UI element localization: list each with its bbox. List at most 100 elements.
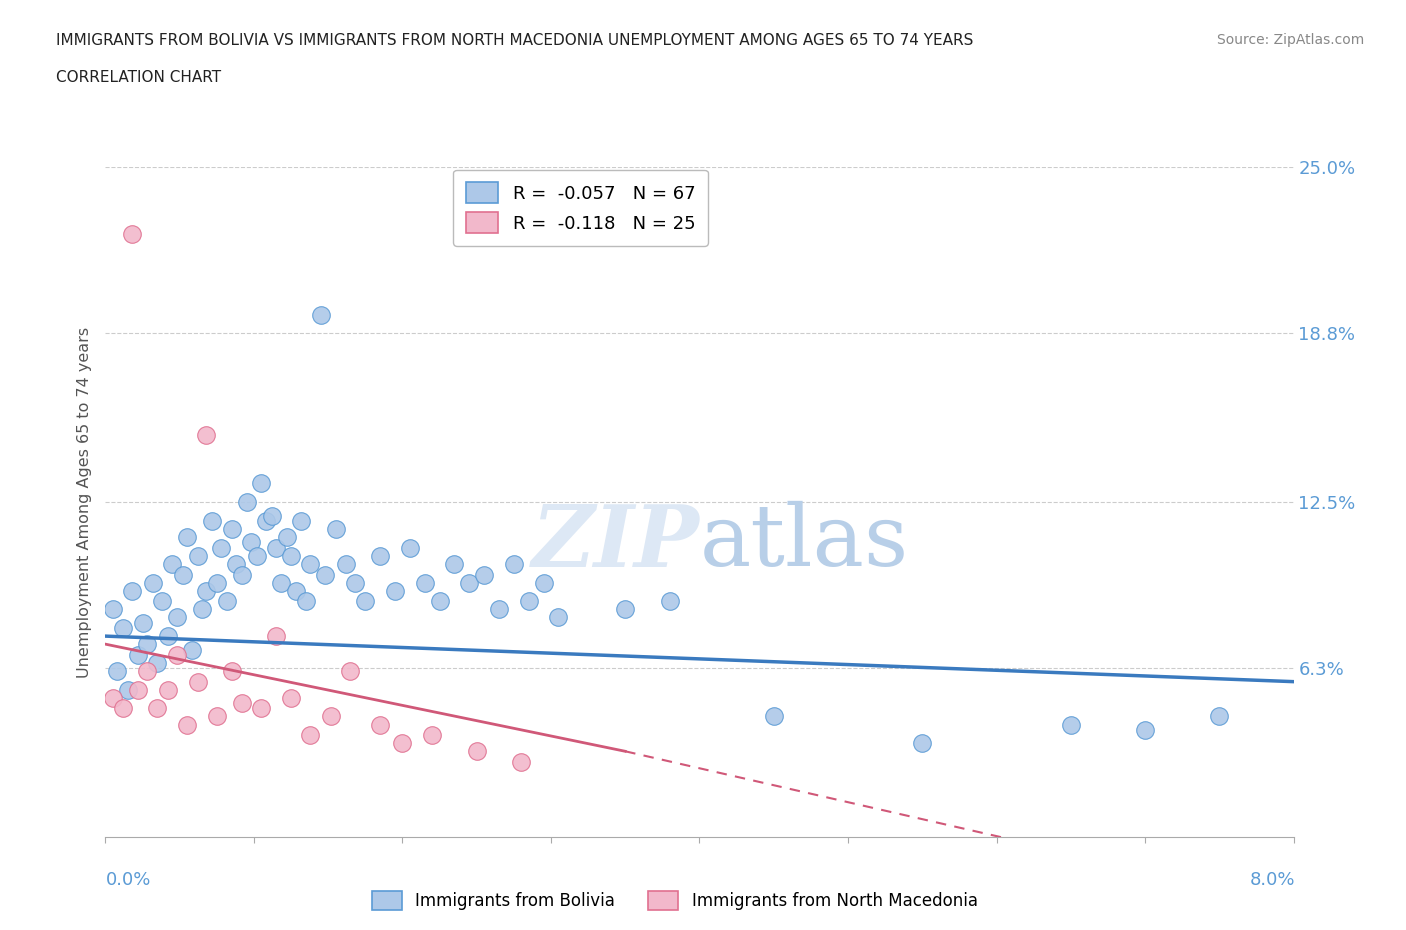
Point	[150, 594, 173, 609]
Point	[166, 647, 188, 662]
Point	[127, 683, 149, 698]
Point	[354, 594, 377, 609]
Point	[166, 610, 188, 625]
Point	[458, 575, 481, 590]
Y-axis label: Unemployment Among Ages 65 to 74 years: Unemployment Among Ages 65 to 74 years	[77, 326, 93, 678]
Point	[176, 717, 198, 732]
Point	[465, 744, 488, 759]
Point	[146, 701, 169, 716]
Point	[191, 602, 214, 617]
Point	[547, 610, 569, 625]
Point	[325, 522, 347, 537]
Point	[413, 575, 436, 590]
Point	[250, 476, 273, 491]
Point	[117, 683, 139, 698]
Point	[276, 529, 298, 544]
Point	[314, 567, 336, 582]
Point	[517, 594, 540, 609]
Point	[284, 583, 307, 598]
Point	[221, 522, 243, 537]
Point	[429, 594, 451, 609]
Point	[472, 567, 495, 582]
Point	[299, 728, 322, 743]
Text: atlas: atlas	[700, 500, 908, 584]
Point	[339, 663, 361, 678]
Legend: R =  -0.057   N = 67, R =  -0.118   N = 25: R = -0.057 N = 67, R = -0.118 N = 25	[453, 170, 709, 246]
Point	[162, 556, 184, 571]
Point	[384, 583, 406, 598]
Point	[156, 683, 179, 698]
Point	[1133, 723, 1156, 737]
Legend: Immigrants from Bolivia, Immigrants from North Macedonia: Immigrants from Bolivia, Immigrants from…	[366, 884, 984, 917]
Point	[201, 513, 224, 528]
Point	[180, 642, 202, 657]
Point	[290, 513, 312, 528]
Point	[205, 575, 228, 590]
Point	[121, 583, 143, 598]
Point	[368, 549, 391, 564]
Point	[176, 529, 198, 544]
Text: 0.0%: 0.0%	[105, 871, 150, 889]
Text: IMMIGRANTS FROM BOLIVIA VS IMMIGRANTS FROM NORTH MACEDONIA UNEMPLOYMENT AMONG AG: IMMIGRANTS FROM BOLIVIA VS IMMIGRANTS FR…	[56, 33, 973, 47]
Point	[186, 674, 208, 689]
Point	[127, 647, 149, 662]
Point	[235, 495, 257, 510]
Point	[260, 508, 283, 523]
Point	[195, 583, 218, 598]
Point	[209, 540, 232, 555]
Text: Source: ZipAtlas.com: Source: ZipAtlas.com	[1216, 33, 1364, 46]
Point	[264, 629, 287, 644]
Point	[510, 754, 533, 769]
Point	[280, 690, 302, 705]
Point	[391, 736, 413, 751]
Point	[270, 575, 292, 590]
Point	[101, 690, 124, 705]
Point	[1208, 709, 1230, 724]
Text: CORRELATION CHART: CORRELATION CHART	[56, 70, 221, 85]
Point	[112, 620, 135, 635]
Point	[105, 663, 128, 678]
Point	[309, 307, 332, 322]
Point	[1060, 717, 1083, 732]
Point	[443, 556, 465, 571]
Point	[131, 616, 153, 631]
Text: 8.0%: 8.0%	[1250, 871, 1295, 889]
Point	[240, 535, 263, 550]
Point	[142, 575, 165, 590]
Point	[762, 709, 785, 724]
Point	[343, 575, 366, 590]
Point	[335, 556, 357, 571]
Point	[136, 663, 159, 678]
Point	[221, 663, 243, 678]
Point	[264, 540, 287, 555]
Point	[231, 696, 253, 711]
Point	[112, 701, 135, 716]
Point	[321, 709, 343, 724]
Point	[368, 717, 391, 732]
Point	[295, 594, 318, 609]
Point	[231, 567, 253, 582]
Point	[195, 428, 218, 443]
Point	[121, 227, 143, 242]
Point	[658, 594, 681, 609]
Point	[225, 556, 247, 571]
Point	[533, 575, 555, 590]
Point	[502, 556, 524, 571]
Point	[136, 637, 159, 652]
Point	[250, 701, 273, 716]
Point	[254, 513, 277, 528]
Point	[172, 567, 194, 582]
Point	[146, 656, 169, 671]
Point	[205, 709, 228, 724]
Point	[399, 540, 422, 555]
Point	[280, 549, 302, 564]
Point	[186, 549, 208, 564]
Point	[420, 728, 443, 743]
Point	[246, 549, 269, 564]
Text: ZIP: ZIP	[531, 500, 700, 584]
Point	[101, 602, 124, 617]
Point	[299, 556, 322, 571]
Point	[217, 594, 239, 609]
Point	[614, 602, 637, 617]
Point	[911, 736, 934, 751]
